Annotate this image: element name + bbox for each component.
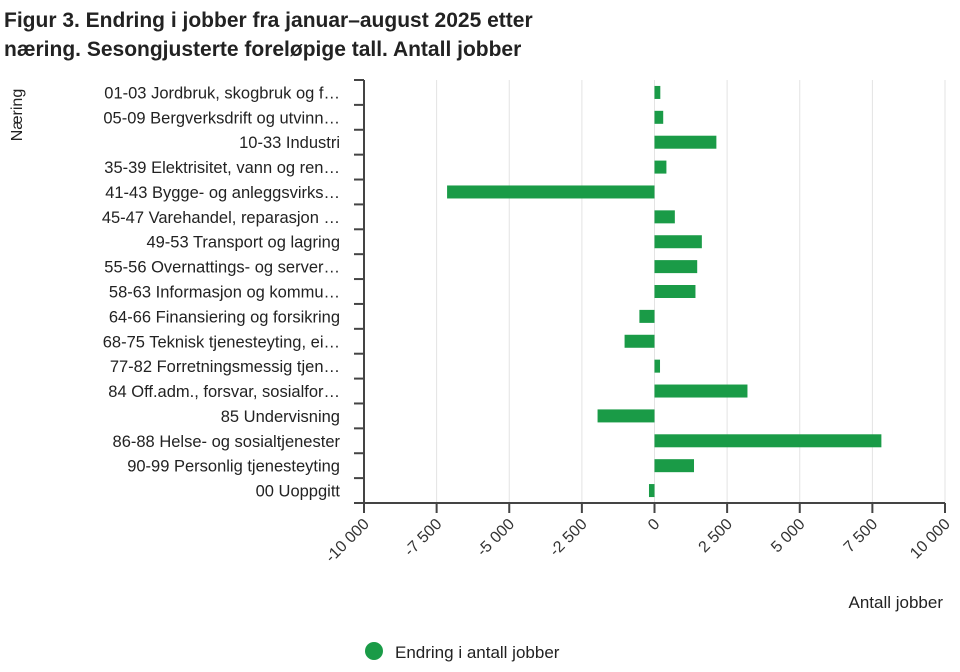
bar [654, 459, 695, 473]
bar [639, 309, 655, 323]
y-tick-label: 86-88 Helse- og sosialtjenester [113, 433, 341, 451]
bar [654, 260, 698, 274]
chart-title-line-2: næring. Sesongjusterte foreløpige tall. … [4, 38, 522, 61]
bar [597, 409, 655, 423]
x-tick-label: -10 000 [322, 516, 372, 566]
y-tick-label: 00 Uoppgitt [256, 483, 341, 501]
x-tick-label: 0 [645, 516, 663, 534]
y-tick-label: 90-99 Personlig tjenesteyting [127, 458, 340, 476]
bar [654, 110, 664, 124]
x-tick-label: 2 500 [696, 516, 736, 556]
x-tick-label: 7 500 [841, 516, 881, 556]
y-tick-label: 05-09 Bergverksdrift og utvinn… [103, 109, 340, 127]
y-tick-label: 01-03 Jordbruk, skogbruk og f… [104, 84, 340, 102]
bar [654, 85, 661, 99]
bar [648, 484, 655, 498]
y-tick-label: 55-56 Overnattings- og server… [104, 259, 340, 277]
x-tick-label: -7 500 [401, 516, 445, 560]
bar [654, 235, 702, 249]
y-tick-label: 49-53 Transport og lagring [146, 234, 340, 252]
y-axis-title: Næring [9, 89, 26, 141]
y-tick-label: 58-63 Informasjon og kommu… [109, 284, 340, 302]
bar [654, 359, 661, 373]
bar [654, 434, 882, 448]
bar [654, 384, 748, 398]
legend-marker [365, 642, 383, 660]
chart-title: Figur 3. Endring i jobber fra januar–aug… [4, 6, 704, 64]
bar [447, 185, 655, 199]
bar [654, 135, 717, 149]
y-tick-label: 77-82 Forretningsmessig tjen… [110, 358, 340, 376]
y-tick-label: 68-75 Teknisk tjenesteyting, ei… [103, 333, 340, 351]
y-tick-label: 35-39 Elektrisitet, vann og ren… [104, 159, 340, 177]
y-tick-label: 10-33 Industri [239, 134, 340, 152]
y-tick-label: 45-47 Varehandel, reparasjon … [102, 209, 340, 227]
bar [654, 160, 667, 174]
x-tick-label: 5 000 [768, 516, 808, 556]
y-tick-label: 64-66 Finansiering og forsikring [109, 308, 340, 326]
bar [654, 285, 696, 298]
chart-title-line-1: Figur 3. Endring i jobber fra januar–aug… [4, 9, 533, 32]
legend-label: Endring i antall jobber [395, 643, 560, 662]
y-tick-label: 85 Undervisning [221, 408, 340, 426]
y-tick-label: 41-43 Bygge- og anleggsvirks… [105, 184, 340, 202]
x-axis-title: Antall jobber [848, 593, 943, 612]
bar [624, 334, 655, 348]
x-tick-label: -2 500 [547, 516, 591, 560]
x-tick-label: 10 000 [907, 516, 954, 563]
y-tick-label: 84 Off.adm., forsvar, sosialfor… [108, 383, 340, 401]
x-tick-label: -5 000 [474, 516, 518, 560]
bar [654, 210, 675, 224]
